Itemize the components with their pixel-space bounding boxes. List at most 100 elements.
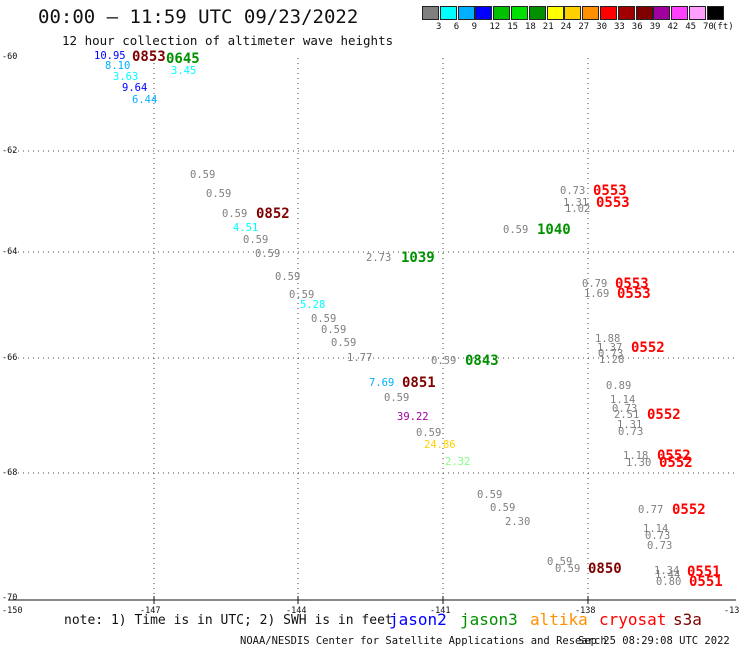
footer-timestamp: Sep 25 08:29:08 UTC 2022	[578, 635, 730, 647]
wave-height-value: 8.10	[105, 60, 131, 72]
lon-label: -141	[430, 606, 451, 616]
color-scale-swatch	[457, 6, 475, 20]
color-scale-label: 21	[542, 22, 554, 32]
footer-credit: NOAA/NESDIS Center for Satellite Applica…	[240, 635, 607, 647]
lat-label: -66	[2, 353, 18, 363]
wave-height-value: 0.59	[431, 355, 457, 367]
wave-height-value: 0.73	[598, 348, 624, 360]
color-scale-label: 9	[471, 22, 478, 32]
pass-time-label: 1040	[537, 222, 571, 238]
wave-height-value: 0.73	[618, 426, 644, 438]
color-scale-swatch	[493, 6, 511, 20]
wave-height-value: 5.28	[300, 299, 326, 311]
wave-height-value: 0.73	[645, 530, 671, 542]
color-scale-swatch	[635, 6, 653, 20]
color-scale-label: (ft)	[712, 22, 734, 32]
satellite-legend-jason2: jason2	[389, 610, 447, 629]
lat-label: -60	[2, 52, 18, 62]
wave-height-value: 1.69	[584, 288, 610, 300]
satellite-legend-cryosat: cryosat	[599, 610, 667, 629]
pass-time-label: 0553	[615, 276, 649, 292]
wave-height-value: 0.73	[560, 185, 586, 197]
footer-note: note: 1) Time is in UTC; 2) SWH is in fe…	[64, 613, 393, 628]
wave-height-value: 1.44	[655, 569, 681, 581]
pass-time-label: 0551	[687, 564, 721, 580]
wave-height-value: 0.59	[255, 248, 281, 260]
wave-height-value: 0.79	[582, 278, 608, 290]
satellite-legend-s3a: s3a	[673, 610, 702, 629]
color-scale-label: 33	[614, 22, 625, 32]
pass-time-label: 0552	[659, 455, 693, 471]
wave-height-value: 0.59	[490, 502, 516, 514]
wave-height-value: 0.59	[416, 427, 442, 439]
pass-time-label: 0551	[689, 574, 723, 590]
wave-height-value: 1.14	[643, 523, 669, 535]
color-scale-label: 3	[436, 22, 442, 32]
pass-time-label: 0853	[132, 49, 166, 65]
wave-height-value: 1.30	[626, 457, 652, 469]
color-scale-label: 24	[560, 22, 572, 32]
wave-height-value: 1.31	[563, 197, 589, 209]
color-scale-swatch	[689, 6, 706, 20]
lon-label: -147	[140, 606, 161, 616]
wave-height-value: 0.59	[222, 208, 248, 220]
pass-time-label: 0552	[672, 502, 706, 518]
lat-label: -62	[2, 146, 18, 156]
color-scale-swatch	[422, 6, 439, 20]
wave-height-value: 0.59	[503, 224, 529, 236]
color-scale-swatch	[706, 6, 724, 20]
color-scale-swatch	[564, 6, 582, 20]
wave-height-value: 7.69	[369, 377, 395, 389]
color-scale-label: 15	[507, 22, 519, 32]
color-scale-swatch	[653, 6, 671, 20]
wave-height-value: 0.59	[206, 188, 232, 200]
wave-height-value: 2.51	[614, 409, 640, 421]
wave-height-value: 3.45	[171, 65, 197, 77]
chart-subtitle: 12 hour collection of altimeter wave hei…	[62, 33, 394, 48]
wave-height-value: 0.59	[321, 324, 347, 336]
wave-height-value: 0.73	[647, 540, 673, 552]
wave-height-value: 39.22	[397, 411, 429, 423]
wave-height-value: 0.59	[289, 289, 315, 301]
wave-height-value: 24.86	[424, 439, 456, 451]
wave-height-value: 1.28	[599, 354, 625, 366]
pass-time-label: 0552	[657, 448, 691, 464]
wave-height-value: 1.77	[347, 352, 373, 364]
color-scale-swatch	[439, 6, 457, 20]
wave-height-value: 0.73	[612, 403, 638, 415]
pass-time-label: 0553	[593, 183, 627, 199]
pass-time-label: 0850	[588, 561, 622, 577]
color-scale-label: 27	[578, 22, 590, 32]
color-scale-swatch	[671, 6, 689, 20]
pass-time-label: 0553	[617, 286, 651, 302]
wave-height-value: 0.77	[638, 504, 664, 516]
color-scale-swatch	[617, 6, 635, 20]
color-scale-swatch	[600, 6, 617, 20]
wave-height-value: 1.37	[597, 342, 623, 354]
wave-height-value: 3.63	[113, 71, 139, 83]
wave-height-value: 2.30	[505, 516, 531, 528]
color-scale-swatch	[582, 6, 600, 20]
pass-time-label: 0552	[647, 407, 681, 423]
color-scale-swatch	[528, 6, 546, 20]
wave-height-value: 1.02	[565, 203, 591, 215]
wave-height-value: 0.59	[243, 234, 269, 246]
wave-height-value: 10.95	[94, 50, 126, 62]
wave-height-value: 1.31	[617, 419, 643, 431]
lon-label: -144	[286, 606, 307, 616]
color-scale-label: 12	[489, 22, 501, 32]
wave-height-value: 2.32	[445, 456, 471, 468]
wave-height-value: 1.88	[595, 333, 621, 345]
lon-label: -138	[575, 606, 596, 616]
wave-height-value: 2.73	[366, 252, 392, 264]
wave-height-value: 0.59	[477, 489, 503, 501]
wave-height-value: 0.59	[331, 337, 357, 349]
pass-time-label: 0851	[402, 375, 436, 391]
wave-height-value: 9.64	[122, 82, 148, 94]
color-scale-label: 42	[667, 22, 679, 32]
pass-time-label: 1039	[401, 250, 435, 266]
color-scale-swatch	[546, 6, 564, 20]
pass-time-label: 0852	[256, 206, 290, 222]
wave-height-value: 1.14	[610, 394, 636, 406]
